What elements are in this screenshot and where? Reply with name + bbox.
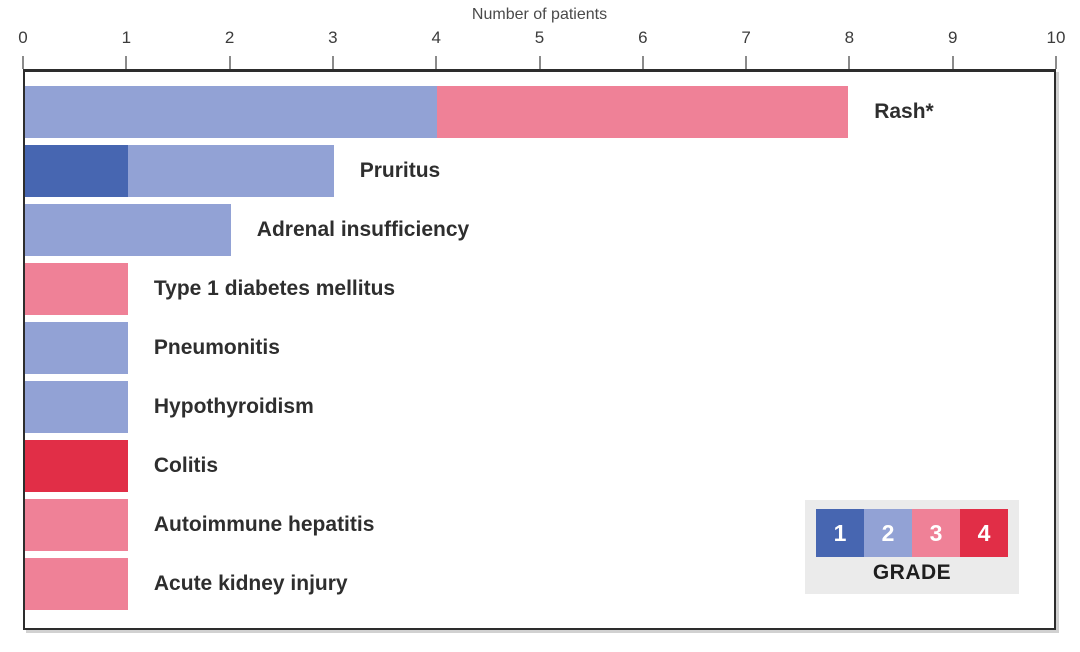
bar-segment-grade-2 <box>25 322 128 374</box>
bar-row-rash: Rash* <box>25 86 1054 138</box>
bar-label-hypothyroidism: Hypothyroidism <box>153 395 314 418</box>
bar-label-pneumonitis: Pneumonitis <box>153 336 280 359</box>
x-axis-tick-labels: 0 1 2 3 4 5 6 7 8 9 10 <box>18 28 1065 50</box>
bar-label-colitis: Colitis <box>153 454 219 477</box>
x-tick-label-2: 2 <box>224 28 235 47</box>
bar-label-rash: Rash* <box>874 100 934 123</box>
bar-segment-grade-2 <box>25 204 231 256</box>
bar-row-colitis: Colitis <box>25 440 1054 492</box>
bar-label-adrenal-insufficiency: Adrenal insufficiency <box>256 218 470 241</box>
x-tick-label-8: 8 <box>844 28 855 47</box>
legend-swatch-grade-2: 2 <box>864 509 912 557</box>
bar-segment-grade-1 <box>25 145 128 197</box>
bar-segment-grade-3 <box>436 86 849 138</box>
bar-label-autoimmune-hepatitis: Autoimmune hepatitis <box>153 513 375 536</box>
bar-row-pneumonitis: Pneumonitis <box>25 322 1054 374</box>
bar-segment-grade-4 <box>25 440 128 492</box>
bar-row-autoimmune-hepatitis: Autoimmune hepatitis <box>25 499 1054 551</box>
bar-segment-grade-2 <box>25 381 128 433</box>
x-axis-tick-marks <box>22 56 1057 69</box>
x-tick-mark-6 <box>641 56 644 69</box>
x-tick-mark-7 <box>745 56 748 69</box>
bar-segment-grade-3 <box>25 263 128 315</box>
x-tick-label-9: 9 <box>947 28 958 47</box>
x-tick-label-10: 10 <box>1046 28 1066 47</box>
legend-swatch-grade-1: 1 <box>816 509 864 557</box>
x-tick-label-7: 7 <box>741 28 751 47</box>
bar-row-pruritus: Pruritus <box>25 145 1054 197</box>
bar-segment-grade-2 <box>25 86 437 138</box>
x-tick-mark-1 <box>125 56 128 69</box>
x-tick-label-5: 5 <box>534 28 545 47</box>
bar-label-acute-kidney-injury: Acute kidney injury <box>153 572 348 595</box>
bar-row-adrenal-insufficiency: Adrenal insufficiency <box>25 204 1054 256</box>
x-tick-mark-9 <box>951 56 954 69</box>
x-tick-label-0: 0 <box>18 28 28 47</box>
x-tick-label-3: 3 <box>328 28 338 47</box>
x-tick-mark-2 <box>228 56 231 69</box>
bar-segment-grade-2 <box>127 145 334 197</box>
bar-row-type-1-diabetes-mellitus: Type 1 diabetes mellitus <box>25 263 1054 315</box>
x-tick-mark-4 <box>435 56 438 69</box>
bar-segment-grade-3 <box>25 558 128 610</box>
x-tick-mark-8 <box>848 56 851 69</box>
x-tick-label-1: 1 <box>121 28 132 47</box>
bar-segment-grade-3 <box>25 499 128 551</box>
x-tick-label-4: 4 <box>431 28 441 47</box>
x-tick-mark-0 <box>22 56 24 69</box>
legend-swatch-grade-4: 4 <box>960 509 1008 557</box>
legend-swatch-grade-3: 3 <box>912 509 960 557</box>
x-tick-mark-5 <box>538 56 541 69</box>
grade-legend-title: GRADE <box>872 561 952 584</box>
x-tick-mark-3 <box>331 56 334 69</box>
bar-label-pruritus: Pruritus <box>359 159 441 182</box>
bar-row-hypothyroidism: Hypothyroidism <box>25 381 1054 433</box>
x-axis-title: Number of patients <box>471 6 608 23</box>
x-tick-label-6: 6 <box>638 28 648 47</box>
bar-row-acute-kidney-injury: Acute kidney injury <box>25 558 1054 610</box>
plot-area: Rash* Pruritus Adrenal insufficiency Type 1… <box>23 69 1056 630</box>
x-tick-mark-10 <box>1055 56 1057 69</box>
bar-label-type-1-diabetes-mellitus: Type 1 diabetes mellitus <box>153 277 396 300</box>
